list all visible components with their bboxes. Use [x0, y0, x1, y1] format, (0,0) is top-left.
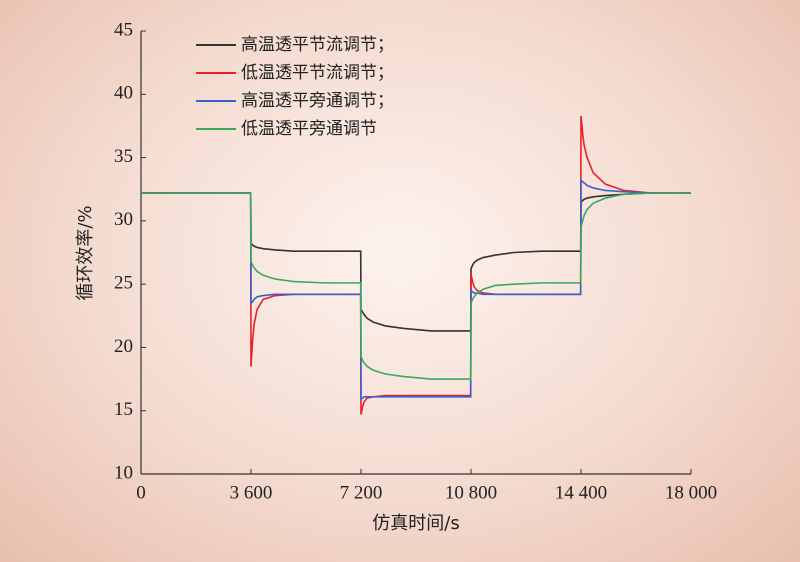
x-tick-label: 7 200	[340, 482, 383, 503]
legend-label: 高温透平旁通调节；	[241, 91, 394, 111]
series-line	[141, 178, 691, 402]
y-tick-label: 30	[114, 209, 133, 230]
legend-label: 低温透平旁通调节	[241, 119, 377, 139]
x-tick-label: 0	[136, 482, 146, 503]
series-line	[141, 192, 691, 380]
y-tick-label: 10	[114, 462, 133, 483]
y-tick-label: 35	[114, 146, 133, 167]
y-tick-label: 45	[114, 19, 133, 40]
x-tick-label: 18 000	[665, 482, 717, 503]
legend-label: 高温透平节流调节；	[241, 35, 394, 55]
y-tick-label: 15	[114, 399, 133, 420]
x-axis-label: 仿真时间/s	[372, 513, 459, 534]
x-tick-label: 10 800	[445, 482, 497, 503]
x-tick-label: 14 400	[555, 482, 607, 503]
series-line	[141, 192, 691, 332]
series-line	[141, 115, 691, 415]
y-axis-label: 循环效率/%	[75, 205, 96, 300]
y-tick-label: 20	[114, 336, 133, 357]
legend-label: 低温透平节流调节；	[241, 63, 394, 83]
y-tick-label: 40	[114, 83, 133, 104]
y-tick-label: 25	[114, 273, 133, 294]
x-tick-label: 3 600	[230, 482, 273, 503]
